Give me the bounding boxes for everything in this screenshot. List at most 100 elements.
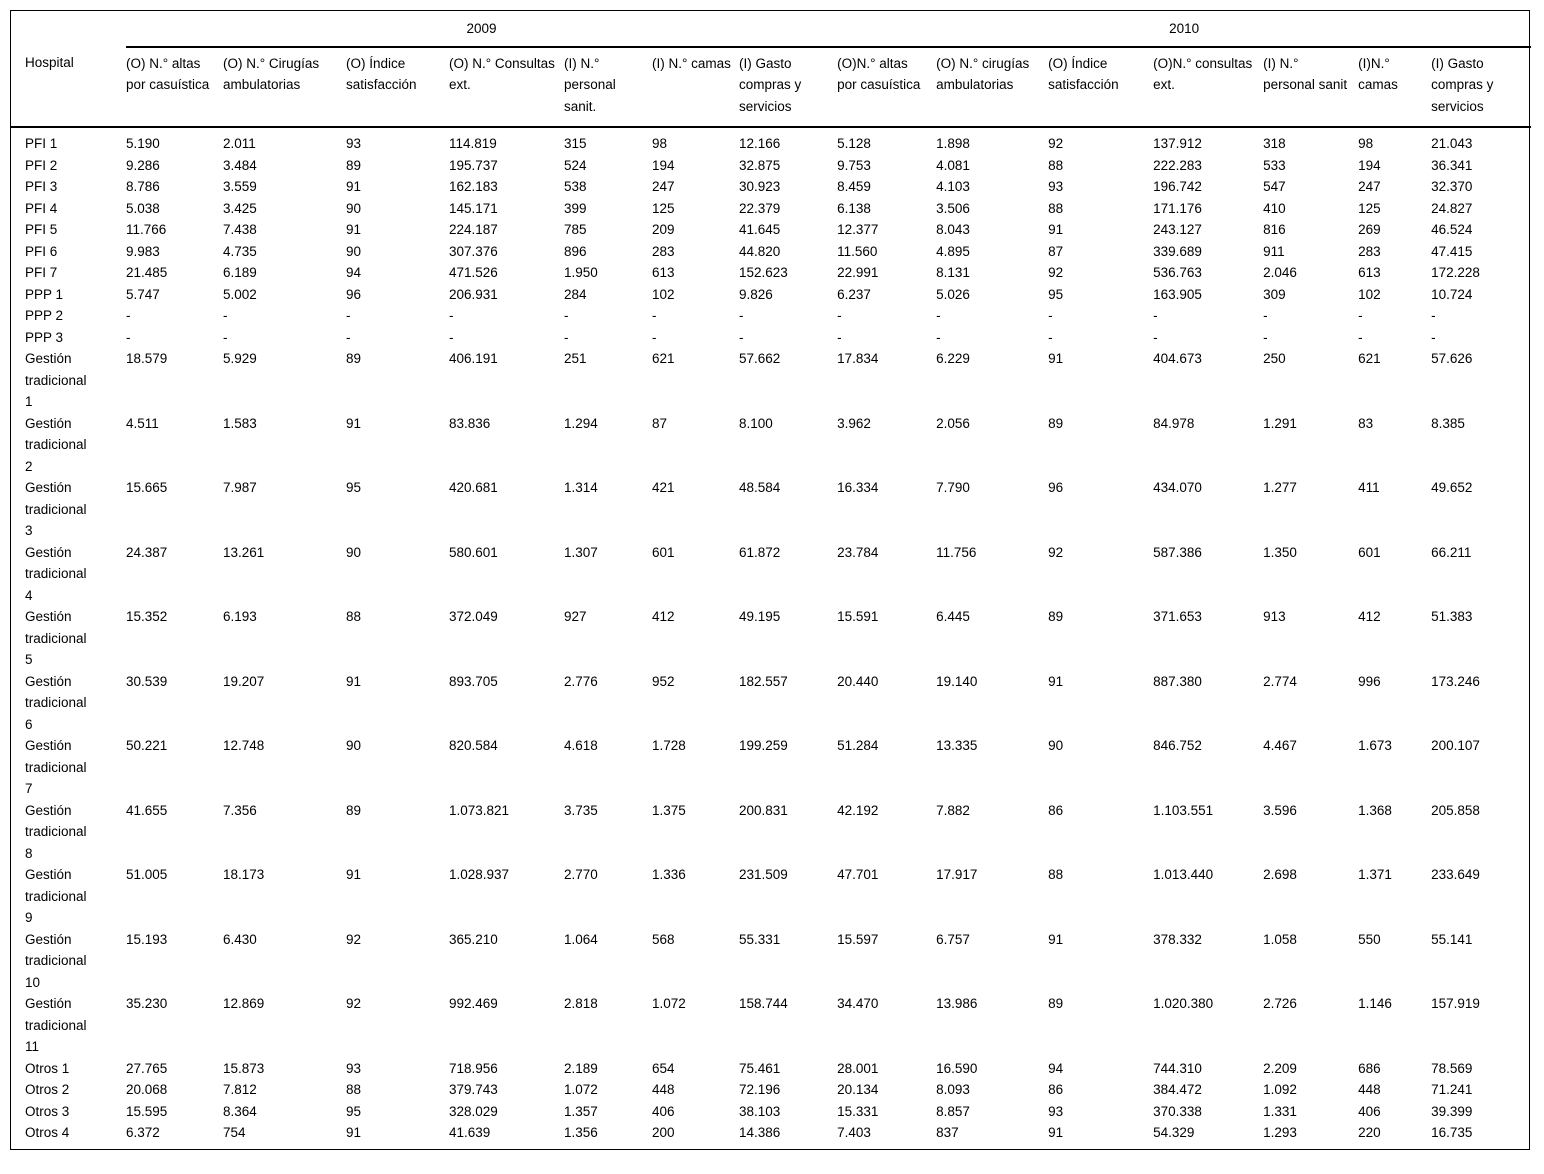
cell: 1.064: [564, 931, 598, 947]
cell: 15.331: [837, 1103, 879, 1119]
hospital-name: Gestión tradicional 7: [25, 738, 87, 796]
cell: -: [1153, 308, 1158, 323]
cell: 44.820: [739, 243, 781, 259]
cell: 536.763: [1153, 265, 1202, 280]
cell: 93: [346, 1060, 362, 1076]
cell: 137.912: [1153, 136, 1202, 151]
cell: 16.590: [936, 1060, 978, 1076]
cell: 194: [652, 157, 675, 173]
cell: 896: [564, 243, 587, 259]
hospital-name: PFI 1: [25, 136, 58, 151]
cell: 61.872: [739, 544, 781, 560]
cell: 21.043: [1431, 136, 1473, 151]
cell: 17.917: [936, 867, 978, 882]
column-header: (I)N.° camas: [1358, 46, 1432, 128]
table-body: PFI 1 5.190 2.011 93 114.819 315 98 12.166 5.128…: [11, 127, 1531, 1149]
cell: 411: [1358, 480, 1380, 495]
table-row: PFI 4 5.038 3.425 90 145.171 399 125 22.379 6.13…: [11, 198, 1531, 220]
table-row: PFI 3 8.786 3.559 91 162.183 538 247 30.923 8.45…: [11, 176, 1531, 198]
hospital-name: Gestión tradicional 9: [25, 867, 87, 925]
cell: 233.649: [1431, 867, 1480, 882]
cell: 372.049: [449, 609, 498, 624]
row-label: Gestión tradicional 4: [11, 542, 126, 607]
cell: 2.189: [564, 1060, 598, 1076]
cell: 34.470: [837, 996, 879, 1011]
cell: 49.195: [739, 609, 781, 624]
cell: -: [936, 329, 941, 345]
cell: 89: [346, 351, 362, 366]
cell: 550: [1358, 931, 1381, 947]
cell: 91: [346, 867, 362, 882]
cell: -: [652, 329, 657, 345]
cell: 94: [346, 265, 362, 280]
cell: 538: [564, 179, 587, 194]
year-group-2010: 2010: [837, 11, 1532, 48]
column-header: (O)N.° altas por casuística: [837, 46, 937, 128]
row-label: Gestión tradicional 6: [11, 671, 126, 736]
cell: 6.757: [936, 931, 970, 947]
cell: 93: [1048, 1103, 1064, 1119]
cell: 7.438: [223, 222, 257, 237]
cell: 231.509: [739, 867, 788, 882]
cell: -: [1263, 308, 1268, 323]
cell: 5.929: [223, 351, 257, 366]
cell: 4.467: [1263, 738, 1297, 753]
cell: 86: [1048, 802, 1064, 818]
cell: 269: [1358, 222, 1381, 237]
cell: 51.383: [1431, 609, 1473, 624]
cell: -: [346, 329, 351, 345]
cell: 3.559: [223, 179, 257, 194]
cell: 1.103.551: [1153, 802, 1214, 818]
cell: 1.092: [1263, 1082, 1297, 1097]
table-row: Gestión tradicional 2 4.511 1.583 91 83.836 1…: [11, 413, 1531, 478]
cell: 2.209: [1263, 1060, 1297, 1076]
row-label: PFI 1: [11, 127, 126, 155]
cell: 404.673: [1153, 351, 1202, 366]
cell: 22.379: [739, 200, 781, 216]
cell: 27.765: [126, 1060, 168, 1076]
cell: 91: [346, 1125, 362, 1140]
cell: 410: [1263, 200, 1286, 216]
cell: 55.141: [1431, 931, 1473, 947]
cell: 6.430: [223, 931, 257, 947]
cell: 1.013.440: [1153, 867, 1214, 882]
cell: 339.689: [1153, 243, 1202, 259]
cell: 613: [1358, 265, 1381, 280]
cell: 6.229: [936, 351, 970, 366]
row-label: PFI 2: [11, 155, 126, 177]
cell: 93: [346, 136, 362, 151]
cell: 47.415: [1431, 243, 1473, 259]
cell: 173.246: [1431, 673, 1480, 689]
cell: 12.748: [223, 738, 265, 753]
cell: 95: [1048, 286, 1064, 302]
cell: 412: [652, 609, 675, 624]
cell: 13.986: [936, 996, 978, 1011]
cell: 328.029: [449, 1103, 498, 1119]
cell: 8.131: [936, 265, 970, 280]
cell: 5.038: [126, 200, 160, 216]
cell: 243.127: [1153, 222, 1202, 237]
row-label: Otros 4: [11, 1122, 126, 1149]
cell: 30.539: [126, 673, 168, 689]
cell: 15.665: [126, 480, 168, 495]
cell: -: [837, 308, 842, 323]
hospital-name: PPP 3: [25, 329, 64, 345]
cell: 92: [1048, 544, 1064, 560]
table-row: Gestión tradicional 7 50.221 12.748 90 820.5…: [11, 735, 1531, 800]
cell: 251: [564, 351, 587, 366]
cell: 318: [1263, 136, 1286, 151]
cell: 41.645: [739, 222, 781, 237]
row-label: Gestión tradicional 8: [11, 800, 126, 865]
cell: -: [564, 329, 569, 345]
cell: 57.626: [1431, 351, 1473, 366]
cell: 2.056: [936, 415, 970, 431]
hospital-name: Gestión tradicional 3: [25, 480, 87, 538]
cell: 220: [1358, 1125, 1381, 1140]
column-header: (I) N.° personal sanit.: [564, 46, 652, 128]
cell: 9.753: [837, 157, 871, 173]
cell: 3.596: [1263, 802, 1297, 818]
cell: 206.931: [449, 286, 498, 302]
cell: 421: [652, 480, 675, 495]
table-row: Gestión tradicional 5 15.352 6.193 88 372.04…: [11, 606, 1531, 671]
cell: 88: [346, 1082, 362, 1097]
